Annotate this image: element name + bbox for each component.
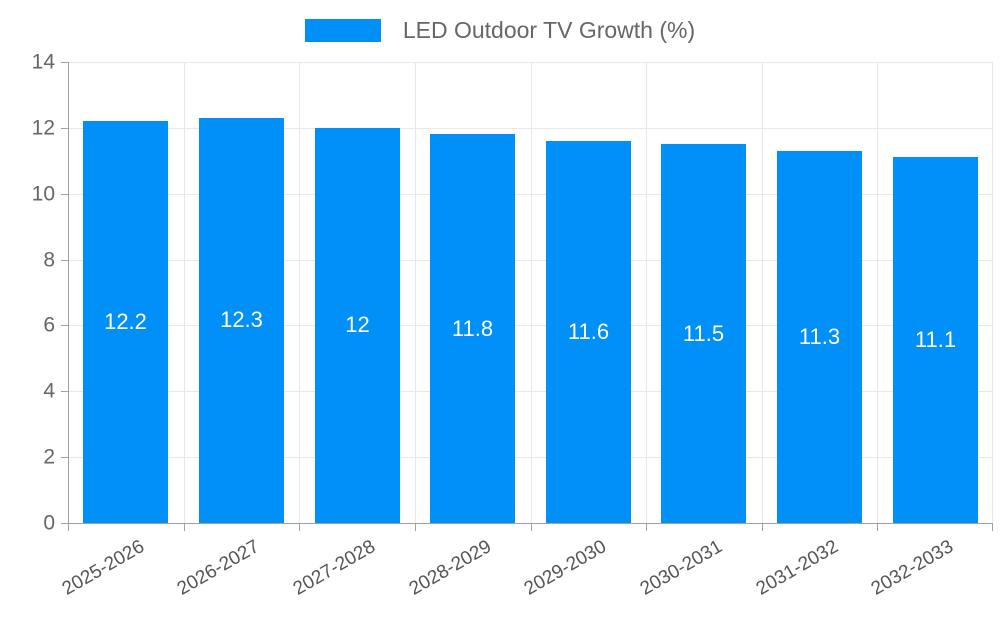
plot-area: 12.2 12.3 12 11.8 11.6 11.5 11.3 11.1 bbox=[68, 62, 993, 524]
gridline-vertical bbox=[762, 62, 763, 523]
y-axis-tick-mark bbox=[61, 62, 68, 63]
x-axis-tick-label: 2026-2027 bbox=[173, 536, 263, 600]
y-axis-tick-mark bbox=[61, 127, 68, 129]
bar-value-label: 12.2 bbox=[104, 309, 147, 334]
gridline-horizontal bbox=[68, 325, 993, 327]
y-axis-tick-label: 4 bbox=[43, 379, 55, 403]
legend-label: LED Outdoor TV Growth (%) bbox=[402, 16, 696, 43]
gridline-vertical bbox=[184, 62, 185, 523]
bar[interactable] bbox=[661, 144, 746, 523]
y-axis-tick-mark bbox=[61, 325, 68, 327]
y-axis-tick-label: 2 bbox=[43, 445, 55, 469]
x-axis-tick-mark bbox=[415, 523, 416, 531]
legend-color-swatch bbox=[304, 18, 381, 42]
x-axis-tick-mark bbox=[299, 523, 300, 531]
y-axis-line bbox=[68, 62, 69, 524]
y-axis-tick-label: 14 bbox=[31, 50, 55, 74]
gridline-vertical bbox=[992, 62, 993, 523]
gridline-horizontal bbox=[68, 391, 993, 393]
x-axis-tick-mark bbox=[992, 523, 993, 531]
x-axis-tick-label: 2029-2030 bbox=[520, 536, 610, 600]
y-axis-tick-label: 6 bbox=[43, 313, 55, 337]
bar[interactable] bbox=[315, 128, 400, 523]
bar[interactable] bbox=[83, 121, 168, 523]
bar-value-label: 11.5 bbox=[682, 321, 725, 346]
y-axis-tick-label: 10 bbox=[31, 182, 55, 206]
bar[interactable] bbox=[777, 151, 862, 523]
x-axis-tick-label: 2032-2033 bbox=[867, 536, 957, 600]
x-axis-tick-label: 2030-2031 bbox=[636, 536, 726, 600]
bar-value-label: 12 bbox=[345, 312, 370, 337]
gridline-vertical bbox=[299, 62, 300, 523]
x-axis-tick-mark bbox=[762, 523, 763, 531]
y-axis-tick-label: 12 bbox=[31, 116, 55, 140]
y-axis-tick-label: 0 bbox=[43, 511, 55, 535]
chart-legend: LED Outdoor TV Growth (%) bbox=[0, 14, 1000, 46]
legend-item-led-outdoor-tv-growth[interactable]: LED Outdoor TV Growth (%) bbox=[304, 16, 696, 43]
bar-value-label: 11.3 bbox=[798, 324, 841, 349]
bar-value-label: 11.1 bbox=[914, 327, 957, 352]
bar[interactable] bbox=[430, 134, 515, 523]
y-axis-tick-label: 8 bbox=[43, 248, 55, 272]
x-axis-tick-label: 2027-2028 bbox=[289, 536, 379, 600]
gridline-horizontal bbox=[68, 62, 993, 63]
y-axis-labels: 0 2 4 6 8 10 12 14 bbox=[0, 0, 55, 600]
x-axis-line bbox=[68, 523, 993, 524]
gridline-vertical bbox=[877, 62, 878, 523]
y-axis-tick-mark bbox=[61, 193, 68, 195]
y-axis-tick-mark bbox=[61, 391, 68, 393]
bar-value-label: 11.8 bbox=[451, 316, 494, 341]
bar-value-label: 11.6 bbox=[567, 319, 610, 344]
y-axis-tick-mark bbox=[61, 457, 68, 459]
x-axis-tick-mark bbox=[184, 523, 185, 531]
x-axis-tick-mark bbox=[68, 523, 69, 531]
gridline-horizontal bbox=[68, 127, 993, 129]
gridline-horizontal bbox=[68, 259, 993, 261]
bar[interactable] bbox=[199, 118, 284, 523]
y-axis-tick-mark bbox=[61, 259, 68, 261]
x-axis-tick-label: 2028-2029 bbox=[405, 536, 495, 600]
x-axis-tick-mark bbox=[646, 523, 647, 531]
x-axis-tick-mark bbox=[531, 523, 532, 531]
gridline-horizontal bbox=[68, 193, 993, 195]
x-axis-tick-label: 2031-2032 bbox=[752, 536, 842, 600]
bar-value-label: 12.3 bbox=[220, 307, 263, 332]
x-axis-tick-mark bbox=[877, 523, 878, 531]
bar-chart: LED Outdoor TV Growth (%) 0 2 4 6 8 10 12 14 12… bbox=[0, 0, 1000, 600]
y-axis-tick-mark bbox=[61, 523, 68, 524]
gridline-vertical bbox=[415, 62, 416, 523]
bar[interactable] bbox=[893, 157, 978, 523]
bar[interactable] bbox=[546, 141, 631, 523]
gridline-vertical bbox=[646, 62, 647, 523]
gridline-vertical bbox=[531, 62, 532, 523]
gridline-horizontal bbox=[68, 457, 993, 459]
